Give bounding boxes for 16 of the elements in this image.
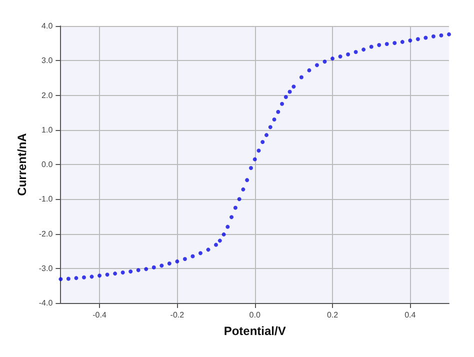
x-tick-label: 0.4 xyxy=(404,310,416,320)
y-tick-label: 3.0 xyxy=(42,56,54,66)
y-tick-label: 4.0 xyxy=(42,22,54,30)
y-axis-title: Current/nA xyxy=(15,132,29,196)
x-tick-label: 0.2 xyxy=(326,310,339,320)
y-tick-label: 1.0 xyxy=(42,125,54,134)
x-axis-title: Potential/V xyxy=(224,324,286,338)
y-tick-label: -3.0 xyxy=(38,264,54,273)
y-tick-label: -4.0 xyxy=(38,298,54,308)
y-tick-label: 2.0 xyxy=(42,90,54,100)
y-tick-label: -1.0 xyxy=(38,194,54,204)
y-tick-label: 0.0 xyxy=(42,160,54,169)
x-tick-label: 0.0 xyxy=(249,310,261,320)
x-tick-label: -0.2 xyxy=(170,310,185,320)
x-tick-label: -0.4 xyxy=(92,310,107,320)
y-tick-label: -2.0 xyxy=(38,229,54,238)
